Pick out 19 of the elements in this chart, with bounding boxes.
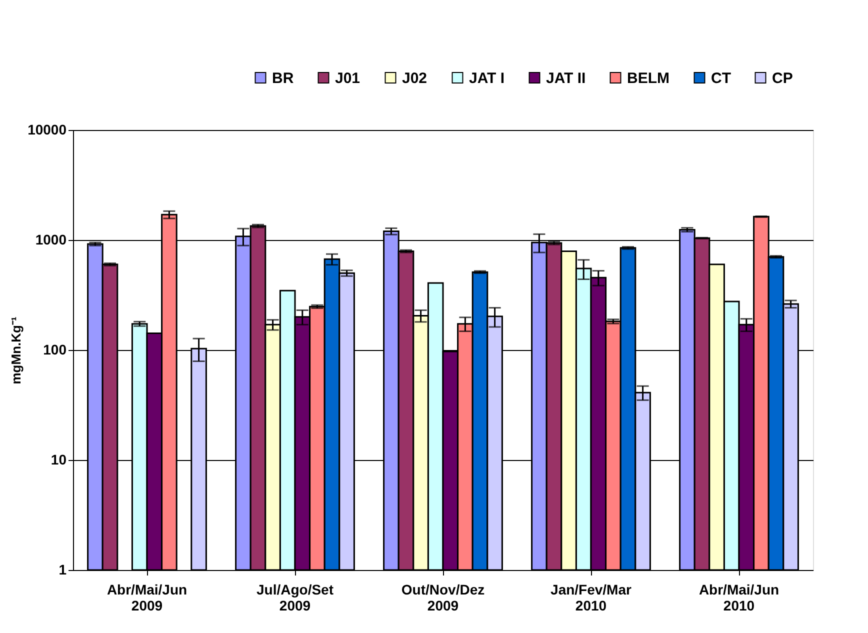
x-tick-label: Abr/Mai/Jun 2009 (106, 582, 188, 614)
y-tick-label: 1 (58, 562, 67, 578)
legend-label: J02 (402, 70, 428, 87)
y-tick-label: 1000 (35, 232, 67, 248)
x-tick-label: Jan/Fev/Mar 2010 (550, 582, 632, 614)
legend-label: BELM (627, 70, 670, 87)
y-tick-label: 10 (50, 452, 67, 468)
x-tick-label: Jul/Ago/Set 2009 (256, 582, 334, 614)
x-tick-label: Out/Nov/Dez 2009 (401, 582, 485, 614)
y-tick-label: 100 (43, 342, 67, 358)
legend-label: JAT I (469, 70, 505, 87)
legend-label: J01 (335, 70, 360, 87)
legend-label: JAT II (546, 70, 586, 87)
x-tick-label: Abr/Mai/Jun 2010 (698, 582, 780, 614)
legend-label: CP (772, 70, 793, 87)
legend-label: CT (711, 70, 731, 87)
y-axis-title: mgMn.Kg⁻¹ (8, 316, 24, 384)
y-tick-label: 10000 (28, 122, 67, 138)
legend-label: BR (272, 70, 294, 87)
